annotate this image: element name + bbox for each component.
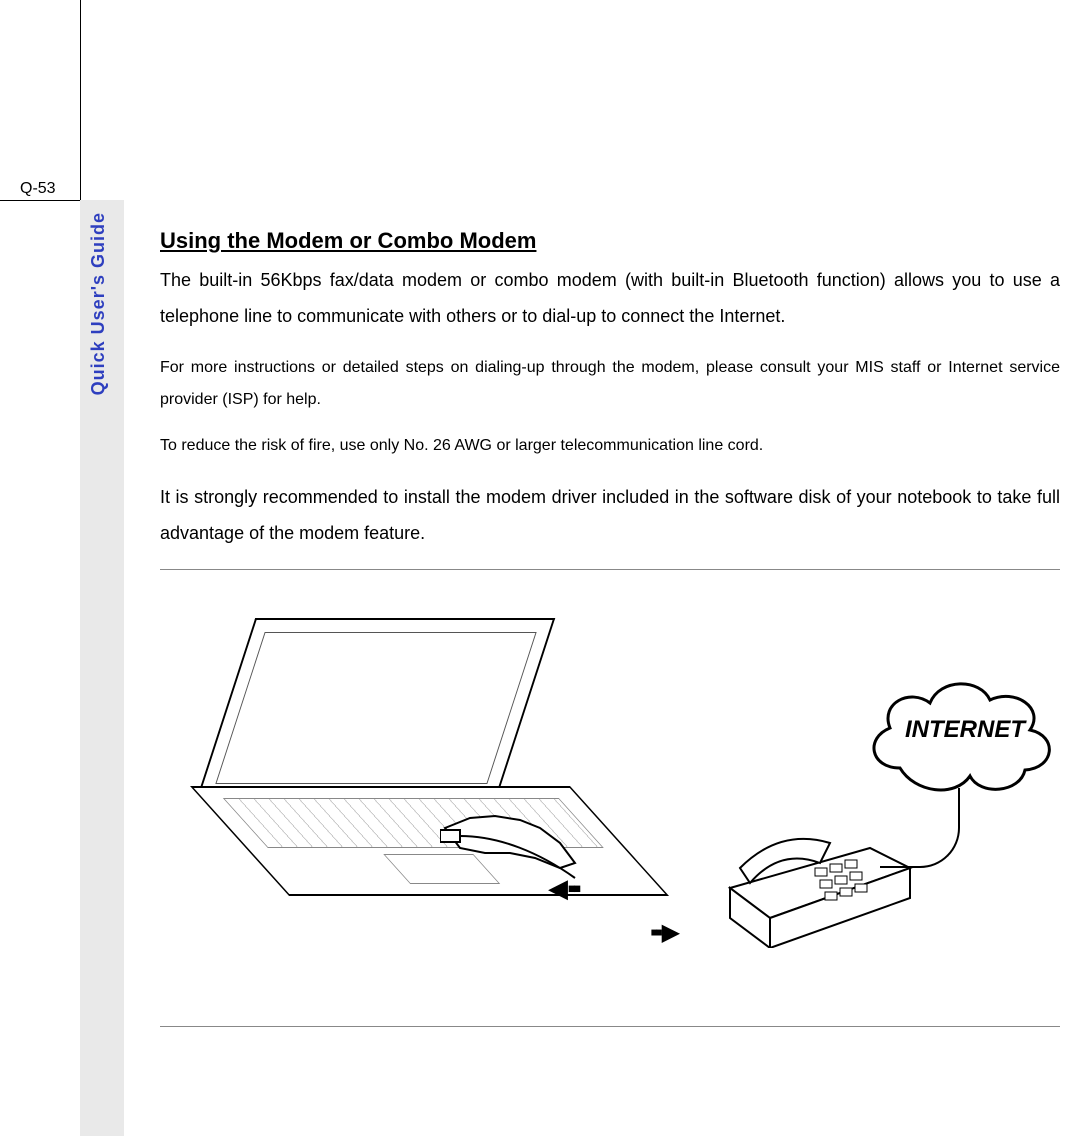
modem-diagram: ◀ ▪▪ ▪▪ ▶ INTERNET <box>160 588 1060 1008</box>
content-region: Using the Modem or Combo Modem The built… <box>160 228 1060 1027</box>
rule-top <box>160 569 1060 570</box>
section-title: Using the Modem or Combo Modem <box>160 228 1060 254</box>
rule-bottom <box>160 1026 1060 1027</box>
arrow-left-icon: ◀ ▪▪ <box>548 873 578 904</box>
paragraph-1: The built-in 56Kbps fax/data modem or co… <box>160 262 1060 334</box>
arrow-right-icon: ▪▪ ▶ <box>650 918 676 947</box>
page-number-rule <box>0 200 80 201</box>
side-tab-label: Quick User's Guide <box>88 212 109 395</box>
paragraph-4: It is strongly recommended to install th… <box>160 479 1060 551</box>
page-number: Q-53 <box>20 180 56 198</box>
paragraph-2: For more instructions or detailed steps … <box>160 352 1060 416</box>
cloud-label: INTERNET <box>880 716 1050 744</box>
paragraph-3: To reduce the risk of fire, use only No.… <box>160 432 1060 461</box>
laptop-screen <box>200 618 555 788</box>
cloud-wire <box>880 788 960 868</box>
laptop-base <box>190 786 669 896</box>
